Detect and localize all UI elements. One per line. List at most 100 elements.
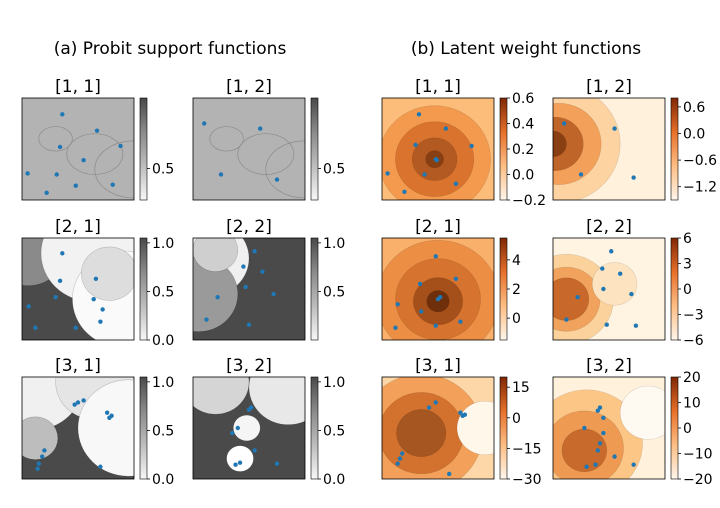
panel-frame xyxy=(192,237,306,341)
data-point xyxy=(252,249,257,254)
data-point xyxy=(246,322,252,327)
data-point xyxy=(564,317,569,322)
data-point xyxy=(578,172,584,177)
colorbar-tick-label: 0.0 xyxy=(152,472,174,488)
data-point xyxy=(600,266,605,271)
data-point xyxy=(419,309,424,314)
data-point xyxy=(629,291,634,297)
data-point xyxy=(60,112,65,117)
data-point xyxy=(413,142,418,148)
colorbar xyxy=(310,376,319,480)
contour-region xyxy=(226,445,254,472)
contour-region xyxy=(561,428,608,473)
contour-line xyxy=(94,140,134,199)
data-point xyxy=(595,408,600,413)
colorbar xyxy=(499,97,508,201)
colorbar-tick-label: 0.4 xyxy=(512,117,534,133)
colorbar-tick-label: 0 xyxy=(512,411,521,427)
colorbar-tick-label: −3 xyxy=(683,308,704,324)
colorbar xyxy=(670,376,679,480)
contour-region xyxy=(77,379,134,477)
panel-frame xyxy=(381,237,495,341)
data-point xyxy=(601,415,606,420)
data-point xyxy=(462,412,468,417)
colorbar-tick-label: −6 xyxy=(683,333,704,349)
panel-latent-1-1 xyxy=(382,98,494,200)
data-point xyxy=(601,430,606,436)
data-point xyxy=(458,410,463,415)
panel-title: [2, 1] xyxy=(415,217,461,237)
colorbar-tick-label: 3 xyxy=(683,257,692,273)
colorbar-tick-label: 0.0 xyxy=(683,126,705,142)
data-point xyxy=(597,441,603,446)
panel-latent-2-1 xyxy=(382,238,494,340)
data-point xyxy=(243,284,248,290)
data-point xyxy=(260,269,265,274)
colorbar-tick-label: 1.0 xyxy=(152,375,174,391)
colorbar-tick-label: 0.5 xyxy=(323,162,345,178)
data-point xyxy=(393,325,398,330)
colorbar-tick-label: −15 xyxy=(512,441,542,457)
data-point xyxy=(597,405,603,410)
panel-title: [1, 1] xyxy=(415,77,461,97)
data-point xyxy=(118,143,123,149)
data-point xyxy=(39,454,45,459)
colorbar-tick-label: 0.6 xyxy=(683,100,705,116)
panel-frame xyxy=(381,97,495,201)
panel-frame xyxy=(381,376,495,480)
panel-frame xyxy=(552,237,666,341)
data-point xyxy=(422,172,427,177)
data-point xyxy=(402,189,407,195)
contour-region xyxy=(193,377,250,415)
colorbar-tick-label: −10 xyxy=(683,447,713,463)
data-point xyxy=(399,451,405,456)
data-point xyxy=(218,172,224,177)
panel-title: [1, 1] xyxy=(55,77,101,97)
panel-frame xyxy=(552,376,666,480)
data-point xyxy=(54,172,59,177)
data-point xyxy=(252,448,257,453)
panel-title: [3, 1] xyxy=(55,356,101,376)
data-point xyxy=(447,471,452,477)
data-point xyxy=(395,461,400,466)
panel-probit-1-2 xyxy=(193,98,305,200)
panel-latent-2-2 xyxy=(553,238,665,340)
panel-frame xyxy=(192,97,306,201)
colorbar xyxy=(499,237,508,341)
data-point xyxy=(271,291,276,297)
colorbar-tick-label: 0.5 xyxy=(152,423,174,439)
data-point xyxy=(433,254,438,259)
data-point xyxy=(94,128,100,133)
contour-line xyxy=(66,133,124,175)
panel-latent-1-2 xyxy=(553,98,665,200)
data-point xyxy=(73,325,78,330)
data-point xyxy=(426,405,432,410)
colorbar-tick-label: 0 xyxy=(512,311,521,327)
colorbar-tick-label: 4 xyxy=(512,253,521,269)
contour-region xyxy=(248,377,305,425)
colorbar-tick-label: 0.6 xyxy=(512,91,534,107)
data-point xyxy=(453,276,459,281)
data-point xyxy=(385,171,390,176)
panel-latent-3-1 xyxy=(382,377,494,479)
panel-title: [3, 1] xyxy=(415,356,461,376)
contour-region xyxy=(22,416,59,460)
colorbar-tick-label: 1.0 xyxy=(323,236,345,252)
panel-probit-3-2 xyxy=(193,377,305,479)
contour-line xyxy=(38,126,73,152)
colorbar-tick-label: 6 xyxy=(683,231,692,247)
section-title-probit: (a) Probit support functions xyxy=(54,39,287,59)
contour-region xyxy=(591,262,638,306)
data-point xyxy=(104,410,110,415)
data-point xyxy=(26,304,31,309)
panel-title: [3, 2] xyxy=(226,356,272,376)
panel-title: [1, 2] xyxy=(226,77,272,97)
data-point xyxy=(25,171,30,176)
data-point xyxy=(42,448,47,453)
contour-region xyxy=(553,130,567,158)
data-point xyxy=(274,177,280,182)
data-point xyxy=(91,297,96,302)
panel-frame xyxy=(21,376,135,480)
colorbar-tick-label: 10 xyxy=(683,396,701,412)
